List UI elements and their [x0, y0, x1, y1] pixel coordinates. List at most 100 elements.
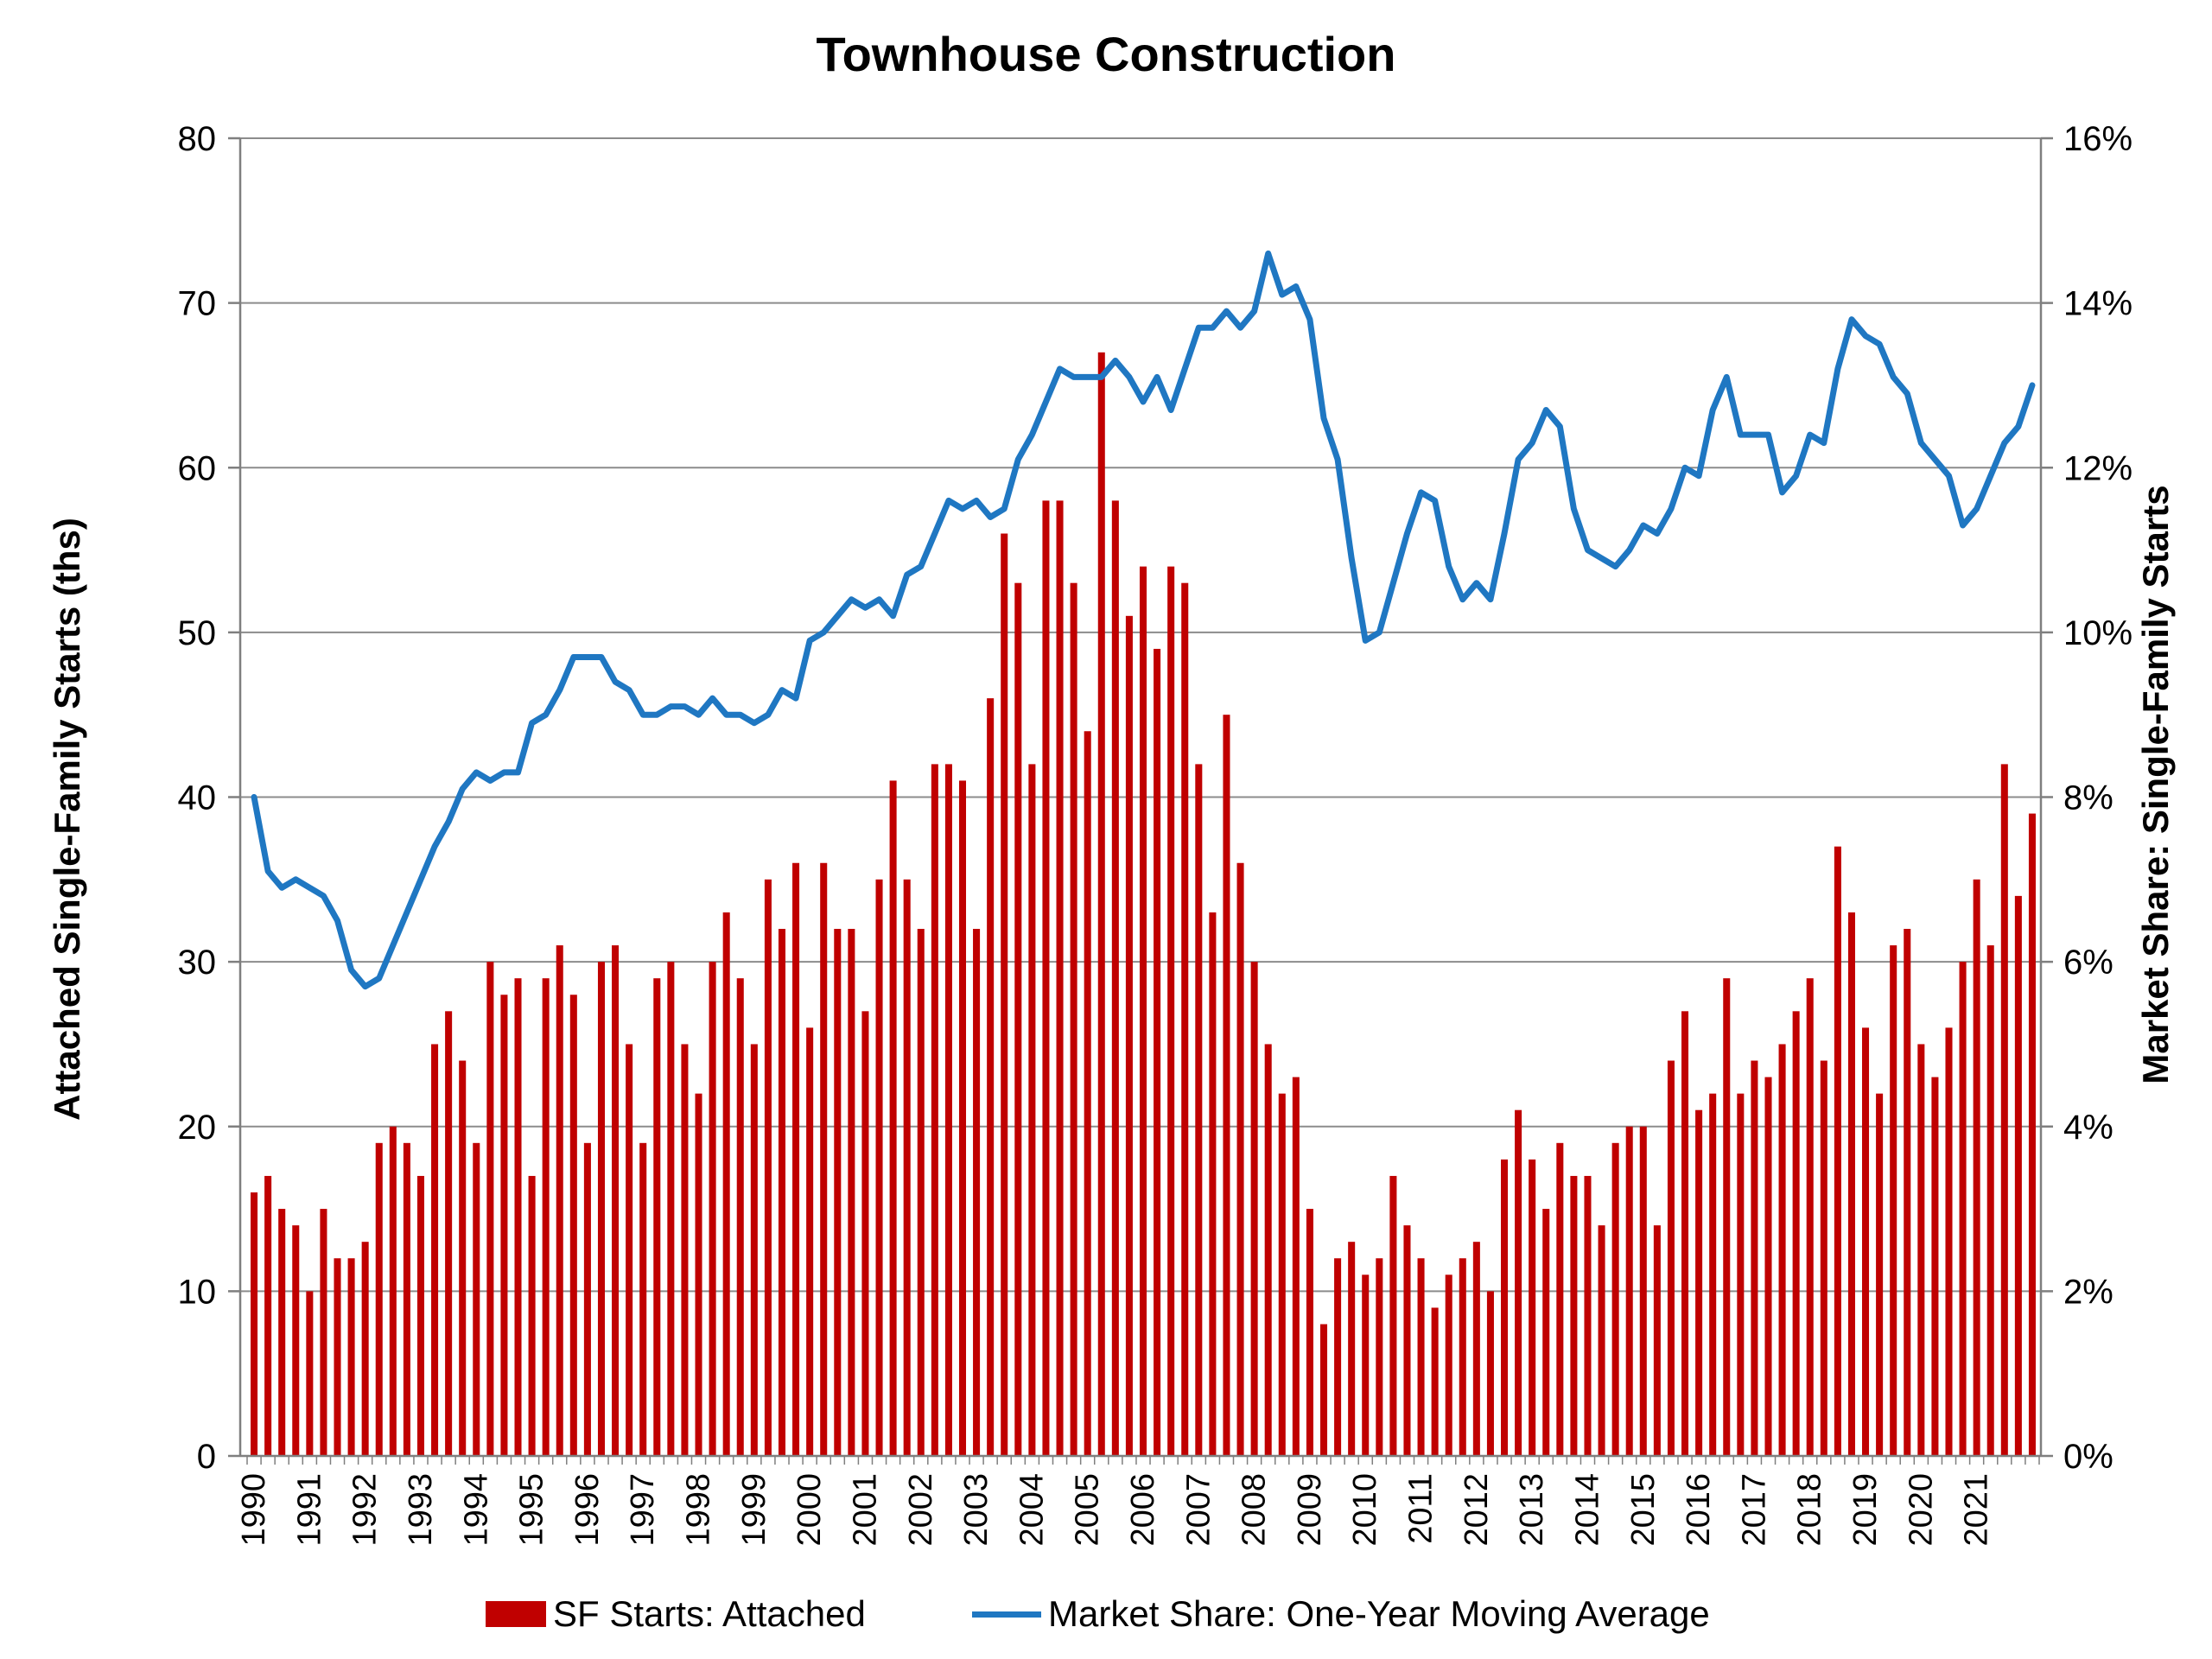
bar [973, 929, 981, 1456]
bar [1472, 1242, 1480, 1456]
bar [1695, 1109, 1703, 1456]
bar [1876, 1093, 1884, 1457]
y-tick-label-left: 0 [197, 1438, 216, 1476]
bar [1154, 648, 1161, 1456]
x-tick-label: 2002 [903, 1473, 939, 1547]
bar [834, 929, 842, 1456]
legend-item-bars: SF Starts: Attached [486, 1588, 866, 1640]
x-tick-label: 2007 [1180, 1473, 1217, 1547]
x-tick-label: 1991 [291, 1473, 327, 1547]
bar [1542, 1209, 1550, 1456]
bar [1917, 1044, 1925, 1456]
bar [848, 929, 855, 1456]
bar [1501, 1159, 1509, 1457]
bar [389, 1126, 397, 1456]
x-tick-label: 2013 [1514, 1473, 1550, 1547]
y-tick-label-right: 16% [2063, 120, 2133, 158]
bar [1042, 500, 1050, 1457]
bar [1306, 1209, 1313, 1456]
bar [473, 1142, 480, 1456]
x-tick-label: 2018 [1792, 1473, 1828, 1547]
x-tick-label: 2006 [1125, 1473, 1161, 1547]
x-tick-label: 2015 [1625, 1473, 1662, 1547]
bar [542, 978, 550, 1456]
bar [1806, 978, 1814, 1456]
x-tick-label: 1998 [681, 1473, 717, 1547]
bar [1028, 764, 1036, 1457]
legend-label-bars: SF Starts: Attached [553, 1593, 866, 1634]
bar [875, 879, 883, 1456]
bar [500, 995, 508, 1456]
bar [597, 962, 605, 1457]
bar [1625, 1126, 1633, 1456]
x-tick-label: 1997 [625, 1473, 661, 1547]
bar [1264, 1044, 1272, 1456]
y-tick-label-right: 14% [2063, 285, 2133, 323]
x-tick-label: 2003 [958, 1473, 995, 1547]
legend: SF Starts: Attached Market Share: One-Ye… [0, 1588, 2212, 1640]
bar [431, 1044, 439, 1456]
x-tick-label: 2012 [1459, 1473, 1495, 1547]
bar [667, 962, 675, 1457]
bar [709, 962, 716, 1457]
bar [403, 1142, 410, 1456]
bar [736, 978, 744, 1456]
bar [514, 978, 522, 1456]
bar [944, 764, 952, 1457]
bar [1389, 1175, 1397, 1456]
x-tick-label: 2014 [1569, 1473, 1605, 1547]
bar [1709, 1093, 1717, 1457]
x-tick-label: 1990 [236, 1473, 272, 1547]
bar [1862, 1027, 1870, 1457]
legend-item-line: Market Share: One-Year Moving Average [972, 1588, 1710, 1640]
bar [639, 1142, 647, 1456]
bar [1778, 1044, 1786, 1456]
bar [445, 1011, 453, 1456]
bar [764, 879, 772, 1456]
bar [917, 929, 925, 1456]
bar [1070, 582, 1077, 1456]
bar [1097, 352, 1105, 1456]
bar [1667, 1060, 1675, 1456]
x-tick-label: 2009 [1292, 1473, 1328, 1547]
bar [626, 1044, 633, 1456]
bar [1278, 1093, 1286, 1457]
x-tick-label: 2000 [791, 1473, 828, 1547]
bar [1236, 862, 1244, 1456]
bar [903, 879, 911, 1456]
bar [1556, 1142, 1564, 1456]
bar [653, 978, 661, 1456]
x-tick-label: 2019 [1847, 1473, 1884, 1547]
bar [1195, 764, 1203, 1457]
bar [1417, 1258, 1425, 1456]
bar [1529, 1159, 1536, 1457]
y-tick-label-left: 80 [178, 120, 217, 158]
chart-title: Townhouse Construction [816, 27, 1396, 81]
bar [1904, 929, 1911, 1456]
legend-swatch-bars [486, 1601, 546, 1627]
bar [1847, 912, 1855, 1456]
y-tick-label-left: 70 [178, 285, 217, 323]
bar [1348, 1242, 1356, 1456]
bar [1111, 500, 1119, 1457]
bar [1986, 945, 1994, 1456]
tick-labels: 0 10 20 30 40 50 60 70 80 0% 2% 4% 6% 8% 10% 12% 14% 16% 1… [178, 120, 2133, 1547]
bar [1459, 1258, 1466, 1456]
bar [1056, 500, 1064, 1457]
bar [1084, 731, 1091, 1456]
x-tick-label: 1993 [403, 1473, 439, 1547]
bar [1139, 566, 1147, 1457]
line-series [251, 250, 2036, 990]
bar [722, 912, 730, 1456]
legend-label-line: Market Share: One-Year Moving Average [1048, 1593, 1710, 1634]
bar [1820, 1060, 1827, 1456]
bar [1001, 533, 1008, 1456]
bar [1125, 615, 1133, 1456]
bar [347, 1258, 355, 1456]
bar [1931, 1077, 1939, 1456]
bar [820, 862, 828, 1456]
bar [1598, 1225, 1605, 1457]
bar [931, 764, 938, 1457]
